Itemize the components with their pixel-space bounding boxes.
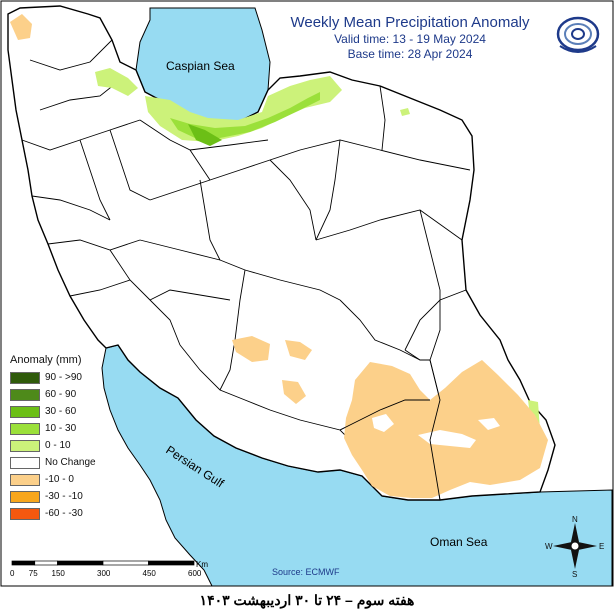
legend-swatch	[10, 439, 40, 452]
legend-label: 30 - 60	[45, 406, 77, 417]
scale-tick-label: 150	[52, 569, 66, 578]
legend-label: 60 - 90	[45, 389, 77, 400]
legend-swatch	[10, 405, 40, 418]
logo-swirl-icon	[556, 16, 600, 53]
valid-time: Valid time: 13 - 19 May 2024	[334, 32, 486, 46]
scale-tick-label: 450	[143, 569, 157, 578]
legend-title: Anomaly (mm)	[10, 354, 82, 366]
legend-item: 0 - 10	[10, 437, 120, 454]
legend-swatch	[10, 490, 40, 503]
legend-label: 10 - 30	[45, 423, 77, 434]
province-borders	[21, 39, 471, 501]
legend-item: -60 - -30	[10, 505, 120, 522]
title-block: Weekly Mean Precipitation Anomaly Valid …	[250, 14, 570, 61]
oman-sea-label: Oman Sea	[430, 535, 488, 549]
legend-label: -60 - -30	[45, 508, 83, 519]
no-change-patches	[372, 414, 500, 448]
base-time: Base time: 28 Apr 2024	[347, 47, 473, 61]
scale-unit-label: Km	[196, 560, 208, 569]
legend-item: 60 - 90	[10, 386, 120, 403]
legend-swatch	[10, 473, 40, 486]
legend-label: 0 - 10	[45, 440, 71, 451]
legend-item: 90 - >90	[10, 369, 120, 386]
scale-segment	[34, 560, 58, 566]
scale-bar: 0 75 150 300 450 600 Km	[8, 558, 208, 584]
compass-s: S	[572, 570, 577, 577]
scale-segment	[11, 560, 36, 566]
legend-swatch	[10, 507, 40, 520]
precipitation-anomaly-map: Caspian Sea Persian Gulf Oman Sea	[0, 0, 614, 587]
negative-anomaly	[10, 14, 548, 498]
legend-item: -30 - -10	[10, 488, 120, 505]
legend-swatch	[10, 422, 40, 435]
legend-swatch	[10, 371, 40, 384]
organization-logo	[548, 10, 608, 80]
legend-item: 30 - 60	[10, 403, 120, 420]
compass-e: E	[599, 542, 604, 551]
scale-segment	[148, 560, 195, 566]
scale-tick-label: 75	[29, 569, 38, 578]
legend-label: -10 - 0	[45, 474, 74, 485]
compass-w: W	[545, 542, 553, 551]
legend-label: 90 - >90	[45, 372, 82, 383]
compass-n: N	[572, 515, 578, 524]
legend-label: No Change	[45, 457, 96, 468]
data-source: Source: ECMWF	[272, 567, 340, 577]
caspian-sea-label: Caspian Sea	[166, 59, 235, 73]
legend-label: -30 - -10	[45, 491, 83, 502]
scale-segment	[102, 560, 149, 566]
scale-segment	[57, 560, 104, 566]
compass-icon: N S E W	[545, 515, 604, 579]
map-frame: Caspian Sea Persian Gulf Oman Sea	[0, 0, 614, 587]
overlay-borders	[339, 349, 441, 501]
legend-item: No Change	[10, 454, 120, 471]
compass-rose: N S E W	[545, 515, 605, 579]
legend-item: -10 - 0	[10, 471, 120, 488]
persian-caption: هفته سوم – ۲۴ تا ۳۰ اردیبهشت ۱۴۰۳	[199, 592, 415, 608]
legend-swatch	[10, 388, 40, 401]
scale-tick-label: 600	[188, 569, 202, 578]
map-title: Weekly Mean Precipitation Anomaly	[290, 14, 530, 31]
scale-tick-label: 0	[10, 569, 15, 578]
legend-swatch	[10, 456, 40, 469]
scale-tick-label: 300	[97, 569, 111, 578]
legend: Anomaly (mm) 90 - >90 60 - 90 30 - 60 10 - …	[10, 354, 120, 522]
legend-item: 10 - 30	[10, 420, 120, 437]
